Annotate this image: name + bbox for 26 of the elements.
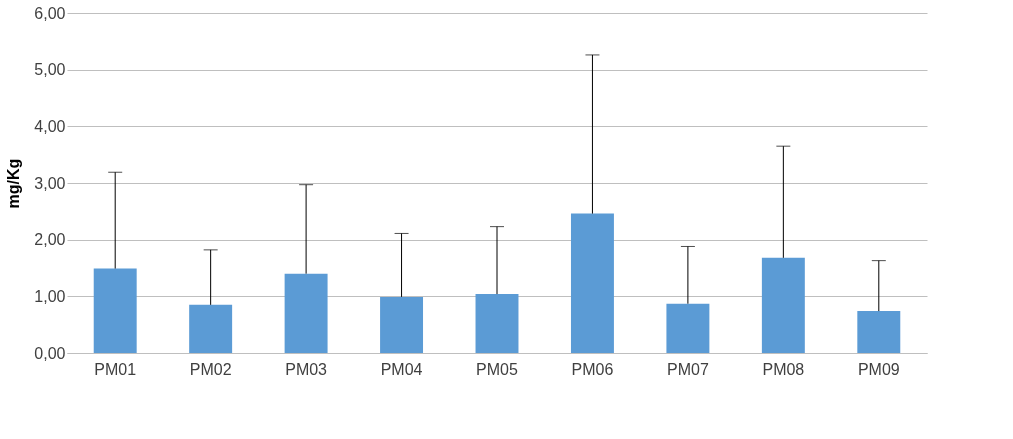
x-tick-label: PM08 [762, 360, 805, 378]
bar [284, 273, 328, 353]
x-tick-label: PM04 [380, 360, 423, 378]
y-tick-label: 4,00 [34, 117, 66, 135]
x-tick-label: PM03 [285, 360, 328, 378]
y-tick-label: 2,00 [34, 231, 66, 249]
bar [666, 303, 710, 353]
bar [93, 268, 137, 353]
y-axis-title: mg/Kg [5, 158, 23, 209]
y-tick-label: 1,00 [34, 287, 66, 305]
y-tick-label: 0,00 [34, 344, 66, 362]
x-tick-label: PM05 [476, 360, 518, 378]
bar [857, 311, 901, 353]
x-tick-label: PM07 [667, 360, 709, 378]
x-tick-label: PM01 [94, 360, 137, 378]
y-tick-label: 3,00 [34, 174, 66, 192]
bar [761, 257, 805, 353]
bar [570, 213, 614, 353]
y-tick-label: 6,00 [34, 4, 66, 22]
bar [475, 294, 519, 353]
x-tick-label: PM02 [189, 360, 232, 378]
x-tick-label: PM09 [857, 360, 900, 378]
bar [380, 296, 424, 353]
bar [189, 304, 233, 353]
y-tick-label: 5,00 [34, 61, 66, 79]
x-tick-label: PM06 [571, 360, 614, 378]
